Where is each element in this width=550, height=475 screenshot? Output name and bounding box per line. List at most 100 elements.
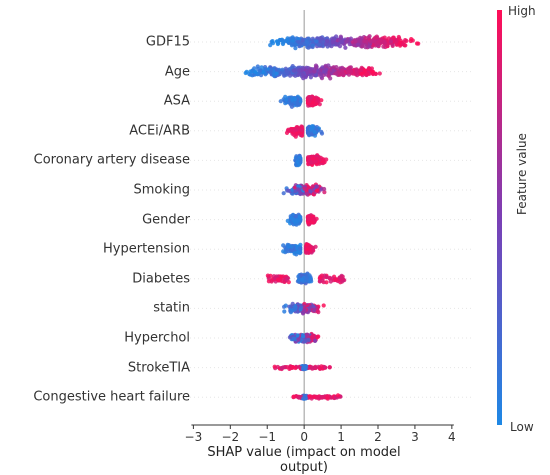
feature-label: Age [164, 64, 190, 80]
shap-point [288, 128, 293, 133]
shap-point [296, 68, 301, 73]
shap-point [374, 41, 379, 47]
shap-point [296, 278, 301, 283]
shap-point [259, 65, 264, 70]
feature-label: ACEi/ARB [129, 123, 190, 139]
shap-point [308, 95, 313, 100]
shap-point [314, 73, 319, 78]
shap-point [391, 35, 396, 40]
shap-point [281, 191, 286, 196]
feature-label: statin [153, 300, 190, 316]
shap-point [327, 365, 332, 370]
shap-point [279, 274, 284, 279]
shap-point [286, 188, 291, 193]
shap-point [304, 276, 309, 281]
shap-point [275, 277, 280, 282]
shap-point [253, 69, 258, 74]
shap-point [274, 71, 279, 76]
feature-label: Congestive heart failure [33, 389, 190, 405]
shap-point [355, 42, 360, 47]
shap-point [305, 40, 310, 45]
shap-point [347, 65, 352, 70]
shap-point [371, 69, 376, 74]
shap-point [306, 45, 311, 50]
shap-point [352, 43, 357, 48]
shap-point [314, 216, 319, 221]
shap-point [255, 64, 260, 69]
shap-point [285, 243, 290, 249]
shap-point [369, 66, 374, 71]
shap-point [265, 273, 270, 278]
shap-point [308, 394, 313, 399]
shap-point [305, 130, 311, 135]
feature-label: Hypertension [103, 241, 190, 257]
shap-point [300, 72, 305, 77]
shap-point [318, 71, 323, 76]
feature-label: ASA [163, 93, 190, 109]
shap-point [320, 395, 325, 400]
shap-point [243, 70, 248, 76]
shap-point [301, 76, 306, 81]
shap-point [333, 71, 338, 76]
shap-point [334, 34, 339, 39]
shap-point [326, 73, 331, 78]
shap-point [360, 44, 365, 49]
shap-point [284, 97, 289, 102]
shap-point [313, 65, 318, 70]
shap-point [331, 65, 336, 70]
shap-point [310, 334, 315, 339]
shap-point [314, 184, 319, 189]
shap-point [291, 336, 296, 341]
shap-point [322, 190, 327, 195]
shap-point [308, 188, 313, 194]
shap-point [323, 63, 328, 68]
shap-point [315, 334, 320, 340]
shap-point [355, 73, 360, 78]
shap-point [302, 308, 307, 313]
colorbar-high-label: High [508, 4, 536, 18]
shap-point [321, 280, 326, 285]
shap-point [248, 72, 253, 77]
shap-point [317, 365, 322, 370]
shap-point [388, 39, 394, 44]
shap-point [339, 39, 344, 44]
shap-point [293, 134, 298, 139]
shap-point [299, 305, 304, 310]
shap-point [327, 43, 332, 48]
shap-point [363, 45, 368, 50]
shap-point [295, 245, 300, 250]
shap-point [283, 303, 288, 308]
x-tick-label: −2 [221, 430, 240, 444]
shap-point [307, 278, 312, 283]
shap-point [311, 245, 316, 250]
shap-point [310, 220, 315, 225]
shap-point [363, 72, 369, 77]
shap-point [304, 191, 310, 196]
shap-point [362, 39, 367, 44]
x-axis-label: SHAP value (impact on model output) [207, 445, 401, 475]
shap-point [382, 39, 387, 44]
shap-point [280, 67, 285, 72]
shap-point [257, 68, 263, 73]
shap-point [309, 126, 314, 131]
shap-point [287, 335, 292, 340]
shap-point [301, 396, 306, 401]
colorbar-title: Feature value [515, 133, 529, 215]
shap-point [381, 44, 386, 49]
shap-point [306, 337, 311, 343]
shap-point [292, 97, 297, 102]
shap-point [314, 39, 319, 44]
shap-point [359, 71, 364, 76]
feature-label: GDF15 [145, 34, 190, 50]
shap-point [319, 98, 324, 103]
shap-point [266, 279, 271, 284]
shap-point [358, 39, 363, 44]
shap-point [299, 277, 305, 282]
shap-point [340, 274, 345, 279]
shap-point [263, 67, 268, 72]
shap-point [271, 274, 276, 279]
shap-point [288, 73, 293, 78]
shap-point [284, 277, 289, 282]
shap-point [334, 277, 339, 282]
